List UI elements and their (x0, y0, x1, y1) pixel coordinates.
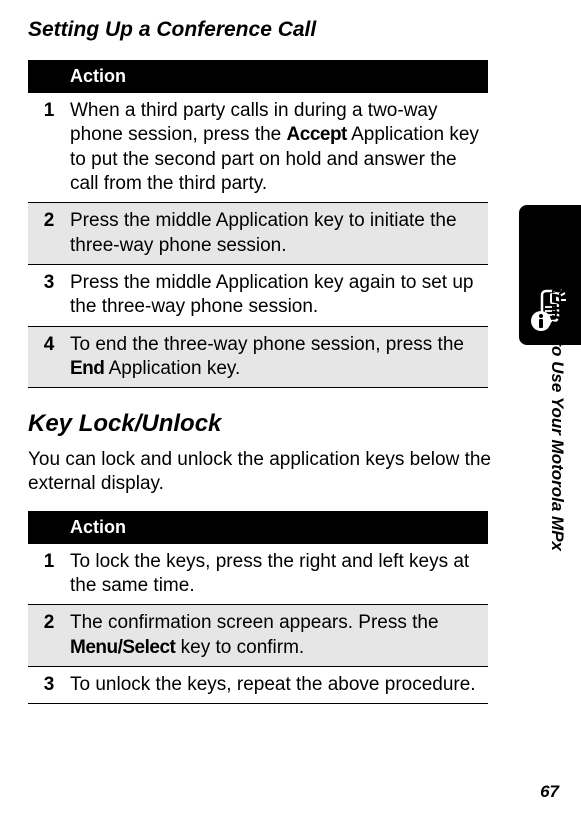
step-keyword: Accept (287, 124, 347, 145)
section-heading-keylock: Key Lock/Unlock (28, 410, 543, 438)
step-post: Application key. (104, 358, 240, 379)
step-text: The confirmation screen appears. Press t… (70, 605, 488, 667)
step-number: 4 (28, 326, 70, 388)
side-label: Learning to Use Your Motorola MPx (547, 264, 567, 551)
keylock-steps-table: Action 1 To lock the keys, press the rig… (28, 511, 488, 705)
table-row: 1 To lock the keys, press the right and … (28, 544, 488, 605)
table-row: 3 Press the middle Application key again… (28, 264, 488, 326)
step-pre: To unlock the keys, repeat the above pro… (70, 674, 476, 695)
step-text: To end the three-way phone session, pres… (70, 326, 488, 388)
conference-steps-table: Action 1 When a third party calls in dur… (28, 60, 488, 388)
step-number: 2 (28, 203, 70, 265)
step-text: To unlock the keys, repeat the above pro… (70, 667, 488, 704)
step-keyword: End (70, 358, 104, 379)
step-number: 1 (28, 93, 70, 203)
keylock-intro: You can lock and unlock the application … (28, 448, 543, 497)
step-text: To lock the keys, press the right and le… (70, 544, 488, 605)
step-text: Press the middle Application key to init… (70, 203, 488, 265)
table-row: 1 When a third party calls in during a t… (28, 93, 488, 203)
table-row: 2 Press the middle Application key to in… (28, 203, 488, 265)
section-heading-conference: Setting Up a Conference Call (28, 18, 543, 42)
step-pre: To lock the keys, press the right and le… (70, 551, 469, 596)
step-number: 3 (28, 264, 70, 326)
step-number: 2 (28, 605, 70, 667)
table-header: Action (28, 60, 488, 93)
step-number: 3 (28, 667, 70, 704)
step-keyword: Menu/Select (70, 637, 175, 658)
step-pre: Press the middle Application key to init… (70, 210, 457, 255)
step-pre: The confirmation screen appears. Press t… (70, 612, 439, 633)
step-post: key to confirm. (175, 637, 304, 658)
step-text: When a third party calls in during a two… (70, 93, 488, 203)
manual-page: Setting Up a Conference Call Action 1 Wh… (0, 0, 581, 818)
step-text: Press the middle Application key again t… (70, 264, 488, 326)
side-tab: Learning to Use Your Motorola MPx (519, 205, 581, 765)
table-row: 2 The confirmation screen appears. Press… (28, 605, 488, 667)
step-number: 1 (28, 544, 70, 605)
page-number: 67 (540, 782, 559, 802)
table-header: Action (28, 511, 488, 544)
step-pre: Press the middle Application key again t… (70, 272, 473, 317)
step-pre: To end the three-way phone session, pres… (70, 334, 464, 355)
table-row: 3 To unlock the keys, repeat the above p… (28, 667, 488, 704)
table-row: 4 To end the three-way phone session, pr… (28, 326, 488, 388)
